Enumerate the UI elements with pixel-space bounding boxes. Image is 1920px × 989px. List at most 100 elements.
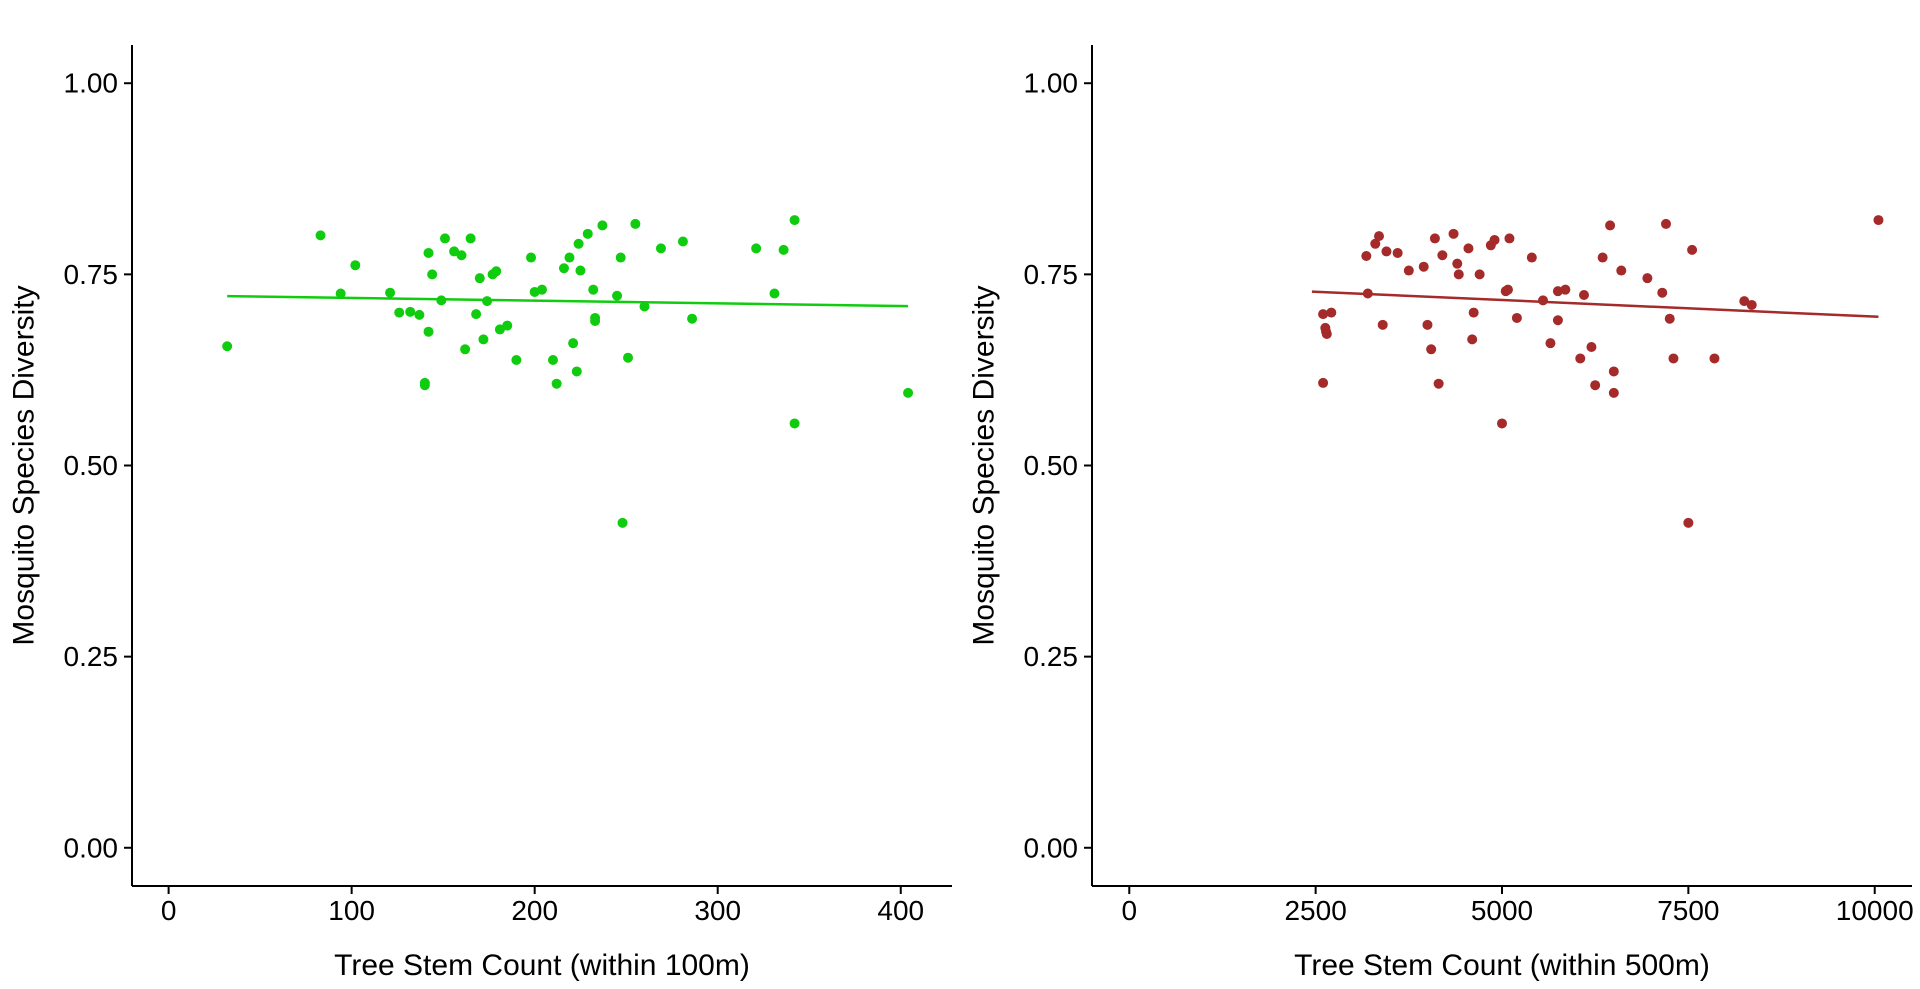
chart-1-data-point	[1739, 296, 1750, 307]
chart-1-data-point	[1526, 252, 1537, 263]
chart-0-data-point	[537, 284, 547, 295]
chart-1-data-point	[1873, 215, 1884, 226]
chart-0-data-point	[423, 247, 434, 258]
chart-0-data-point	[222, 341, 233, 352]
chart-0-data-point	[465, 233, 476, 244]
chart-0-y-axis-title: Mosquito Species Diversity	[8, 285, 41, 645]
chart-1-data-point	[1392, 247, 1403, 258]
chart-0-data-point	[335, 288, 346, 299]
chart-0-data-point	[558, 263, 569, 274]
chart-1-data-point	[1422, 319, 1433, 330]
chart-0-data-point	[617, 517, 628, 528]
chart-0-data-point	[573, 238, 584, 249]
chart-0-x-tick-label: 200	[511, 895, 558, 926]
chart-1-y-tick-label: 1.00	[1024, 68, 1079, 99]
chart-1-x-tick-label: 5000	[1471, 895, 1533, 926]
chart-0-data-point	[414, 309, 425, 320]
chart-1-data-point	[1381, 246, 1392, 257]
chart-1-data-point	[1608, 366, 1619, 377]
chart-0-data-point	[639, 301, 650, 312]
chart-1-data-point	[1497, 418, 1507, 429]
chart-1-x-tick-label: 10000	[1836, 895, 1914, 926]
chart-0-data-point	[571, 366, 582, 377]
chart-0-data-point	[568, 338, 579, 349]
chart-0-data-point	[903, 387, 914, 398]
chart-1-data-point	[1502, 284, 1513, 295]
chart-0-x-tick-label: 400	[877, 895, 924, 926]
chart-1-data-point	[1590, 380, 1601, 391]
chart-0-y-tick-label: 0.75	[64, 259, 119, 290]
chart-0-data-point	[655, 243, 666, 254]
chart-1-data-point	[1448, 228, 1459, 239]
chart-1-data-point	[1326, 307, 1337, 318]
chart-1-y-tick-label: 0.50	[1024, 450, 1079, 481]
chart-0-data-point	[427, 269, 438, 280]
chart-1-data-point	[1463, 243, 1474, 254]
chart-0-data-point	[526, 252, 537, 263]
chart-0-y-tick-label: 0.25	[64, 641, 119, 672]
chart-1-data-point	[1452, 258, 1463, 269]
chart-1-data-point	[1318, 377, 1329, 388]
chart-0-y-tick-label: 1.00	[64, 68, 119, 99]
chart-0-data-point	[478, 334, 489, 345]
chart-1-data-point	[1552, 286, 1563, 297]
chart-0-data-point	[597, 220, 608, 231]
chart-0-data-point	[471, 309, 482, 320]
chart-1-x-tick-label: 7500	[1657, 895, 1719, 926]
chart-1-data-point	[1468, 307, 1479, 318]
chart-1-data-point	[1511, 312, 1522, 323]
chart-1-data-point	[1668, 353, 1679, 364]
chart-1-data-point	[1579, 290, 1589, 301]
chart-1-data-point	[1683, 517, 1694, 528]
chart-1-data-point	[1429, 233, 1440, 244]
chart-0-data-point	[789, 418, 800, 429]
chart-1-data-point	[1474, 269, 1485, 280]
chart-0-data-point	[623, 352, 634, 363]
chart-0-data-point	[439, 233, 450, 244]
chart-0-data-point	[491, 266, 502, 277]
chart-1-data-point	[1661, 218, 1671, 229]
chart-0-data-point	[456, 250, 467, 261]
chart-1-data-point	[1318, 309, 1329, 320]
chart-1-data-point	[1418, 261, 1429, 272]
chart-0-data-point	[315, 230, 326, 241]
chart-1-data-point	[1545, 338, 1556, 349]
chart-1-data-point	[1453, 269, 1464, 280]
chart-1-data-point	[1657, 287, 1668, 298]
chart-1-data-point	[1538, 295, 1548, 306]
chart-0-data-point	[547, 354, 558, 365]
chart-0-data-point	[630, 218, 641, 229]
chart-1-x-axis-title: Tree Stem Count (within 500m)	[1294, 949, 1710, 982]
chart-1-data-point	[1361, 251, 1372, 262]
chart-1-x-tick-label: 0	[1121, 895, 1137, 926]
chart-1-data-point	[1642, 273, 1653, 284]
chart-1-data-point	[1597, 252, 1608, 263]
chart-0-x-tick-label: 100	[328, 895, 375, 926]
chart-1-x-tick-label: 2500	[1284, 895, 1346, 926]
chart-1-y-axis-title: Mosquito Species Diversity	[968, 285, 1001, 645]
chart-0-data-point	[769, 288, 780, 299]
chart-0-y-tick-label: 0.50	[64, 450, 119, 481]
chart-1-data-point	[1370, 238, 1381, 249]
chart-1-data-point	[1403, 265, 1414, 276]
chart-1-data-point	[1586, 341, 1597, 352]
chart-0-data-point	[394, 307, 405, 318]
chart-0-data-point	[511, 354, 522, 365]
chart-1-data-point	[1467, 334, 1478, 345]
chart-1-data-point	[1616, 265, 1627, 276]
chart-1-data-point	[1746, 299, 1757, 310]
chart-0-data-point	[551, 378, 562, 389]
chart-1-data-point	[1433, 378, 1444, 389]
chart-1-data-point	[1608, 387, 1619, 398]
right-scatter-panel: 0.00 0.25 0.50 0.75 1.00 0 2500 5000 7500 10000 Tr…	[968, 45, 1914, 982]
chart-0-data-point	[789, 215, 800, 226]
chart-0-data-point	[564, 252, 575, 263]
chart-1-data-point	[1377, 319, 1388, 330]
chart-1-y-tick-label: 0.75	[1024, 259, 1079, 290]
chart-0-data-point	[687, 313, 698, 324]
chart-0-data-point	[419, 380, 430, 391]
chart-0-data-point	[590, 316, 601, 327]
chart-0-data-point	[677, 236, 688, 247]
chart-0-data-point	[385, 287, 396, 298]
